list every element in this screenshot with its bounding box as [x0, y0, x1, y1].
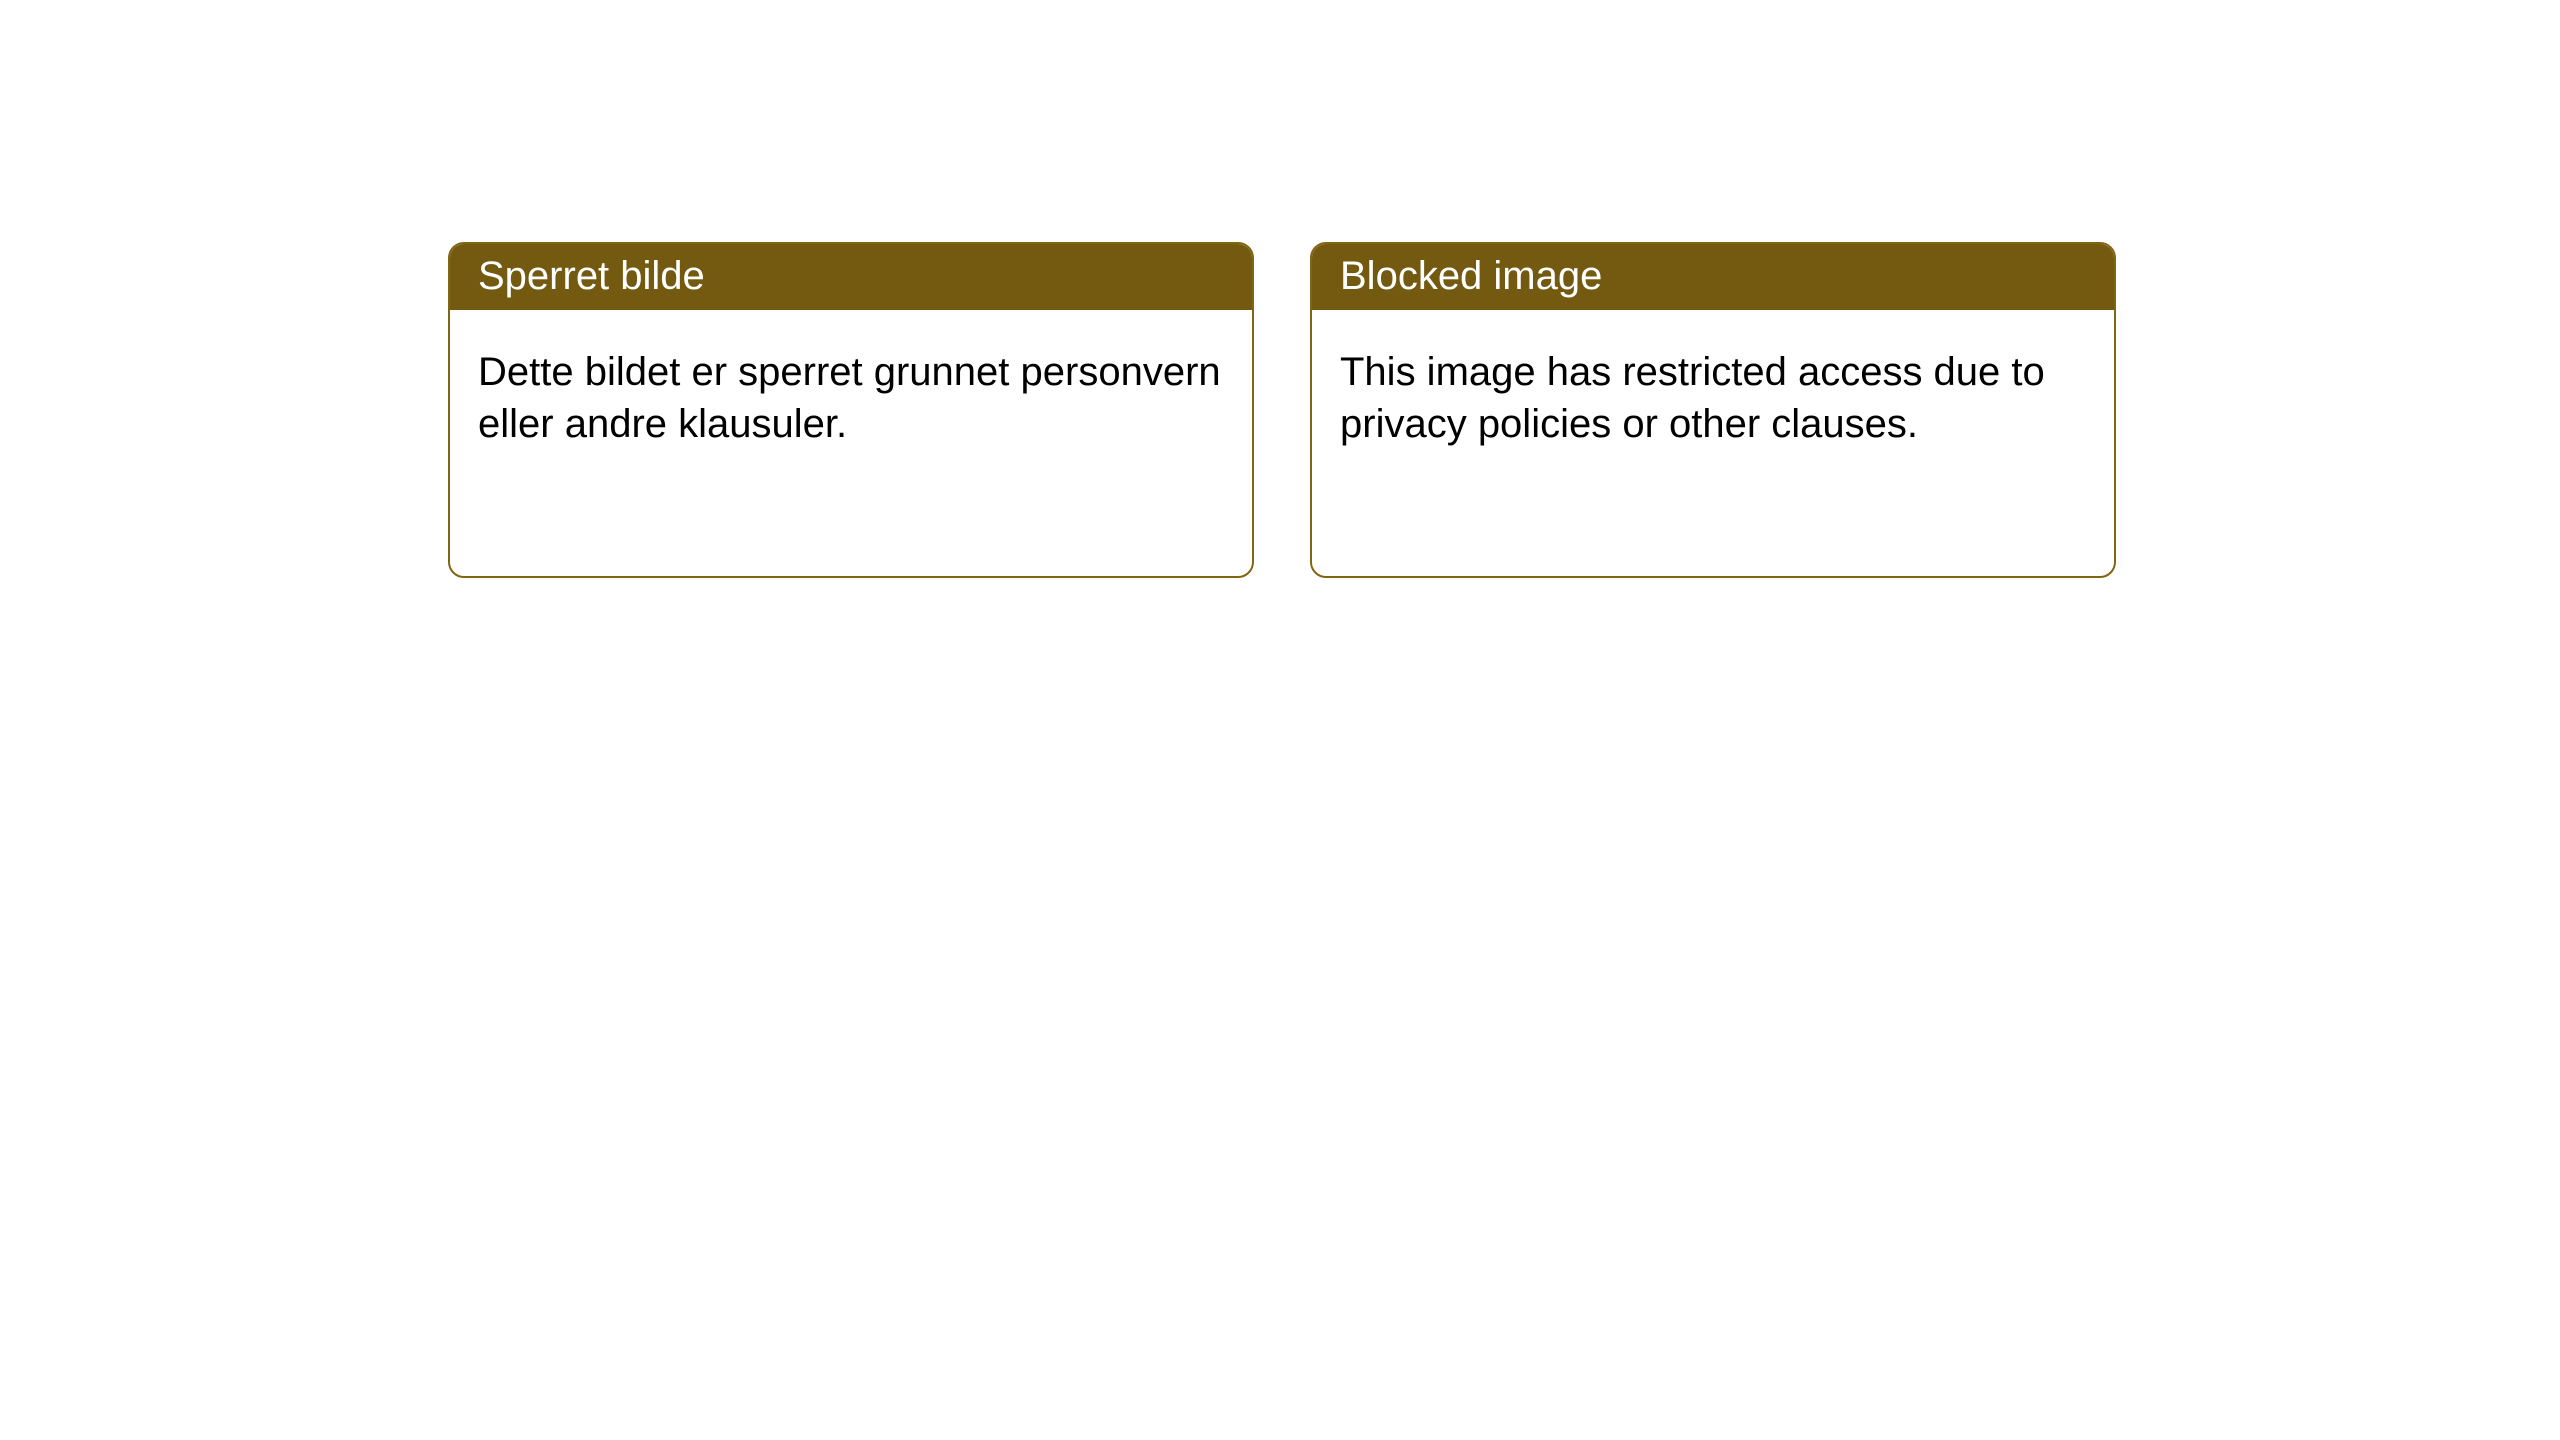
notice-body: This image has restricted access due to …: [1312, 310, 2114, 478]
notice-title: Sperret bilde: [450, 244, 1252, 310]
notice-title: Blocked image: [1312, 244, 2114, 310]
notice-container: Sperret bilde Dette bildet er sperret gr…: [0, 0, 2560, 578]
notice-body: Dette bildet er sperret grunnet personve…: [450, 310, 1252, 478]
notice-card-english: Blocked image This image has restricted …: [1310, 242, 2116, 578]
notice-card-norwegian: Sperret bilde Dette bildet er sperret gr…: [448, 242, 1254, 578]
